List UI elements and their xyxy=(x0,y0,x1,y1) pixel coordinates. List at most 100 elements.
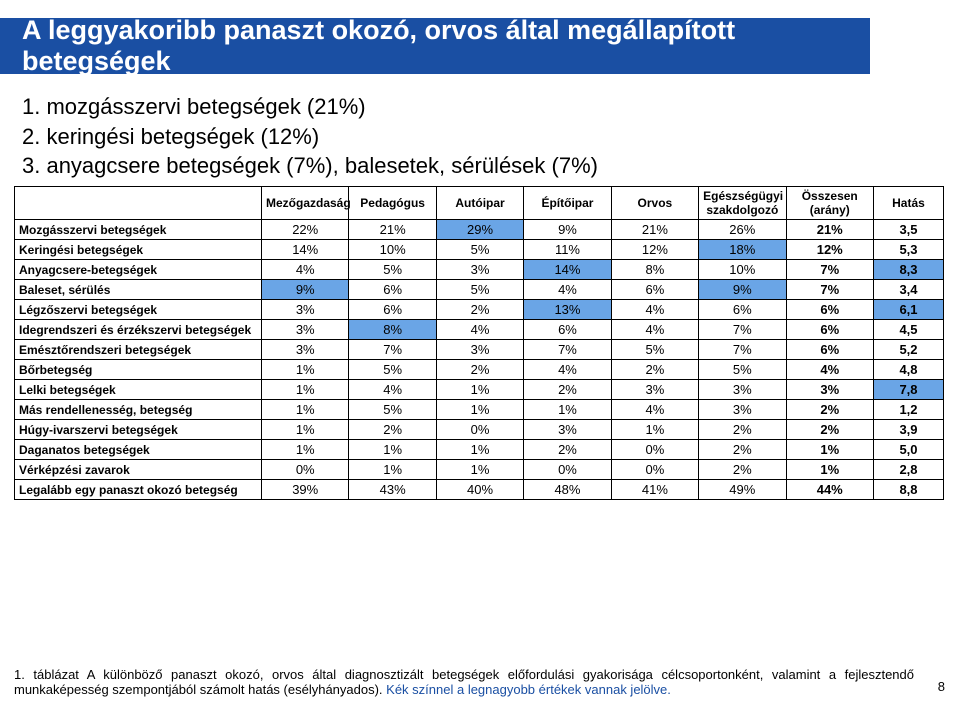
value-cell: 1% xyxy=(262,380,349,400)
value-cell: 5% xyxy=(436,240,523,260)
col-header: Hatás xyxy=(873,187,943,220)
value-cell: 2% xyxy=(436,360,523,380)
value-cell: 6% xyxy=(349,300,436,320)
value-cell: 6% xyxy=(611,280,698,300)
value-cell: 7% xyxy=(349,340,436,360)
row-label: Húgy-ivarszervi betegségek xyxy=(15,420,262,440)
value-cell: 1% xyxy=(349,460,436,480)
title-band: A leggyakoribb panaszt okozó, orvos álta… xyxy=(0,18,870,74)
row-label: Baleset, sérülés xyxy=(15,280,262,300)
value-cell: 3% xyxy=(611,380,698,400)
col-header: Egészségügyiszakdolgozó xyxy=(699,187,786,220)
page-number: 8 xyxy=(938,679,945,694)
col-header: Pedagógus xyxy=(349,187,436,220)
value-cell: 26% xyxy=(699,220,786,240)
value-cell: 5% xyxy=(349,400,436,420)
value-cell: 4% xyxy=(611,400,698,420)
col-header: Orvos xyxy=(611,187,698,220)
table-row: Keringési betegségek14%10%5%11%12%18%12%… xyxy=(15,240,944,260)
value-cell: 2% xyxy=(699,440,786,460)
total-cell: 21% xyxy=(786,220,873,240)
value-cell: 6% xyxy=(349,280,436,300)
hatas-cell: 4,8 xyxy=(873,360,943,380)
value-cell: 4% xyxy=(611,300,698,320)
subtitle-line-1: 1. mozgásszervi betegségek (21%) xyxy=(22,92,598,122)
table-row: Mozgásszervi betegségek22%21%29%9%21%26%… xyxy=(15,220,944,240)
row-label: Bőrbetegség xyxy=(15,360,262,380)
hatas-cell: 2,8 xyxy=(873,460,943,480)
value-cell: 18% xyxy=(699,240,786,260)
table-row: Baleset, sérülés9%6%5%4%6%9%7%3,4 xyxy=(15,280,944,300)
hatas-cell: 3,5 xyxy=(873,220,943,240)
value-cell: 12% xyxy=(611,240,698,260)
footnote-blue: Kék színnel a legnagyobb értékek vannak … xyxy=(386,682,671,697)
hatas-cell: 5,3 xyxy=(873,240,943,260)
hatas-cell: 4,5 xyxy=(873,320,943,340)
total-cell: 12% xyxy=(786,240,873,260)
hatas-cell: 5,0 xyxy=(873,440,943,460)
value-cell: 10% xyxy=(349,240,436,260)
value-cell: 14% xyxy=(524,260,611,280)
value-cell: 22% xyxy=(262,220,349,240)
row-label: Emésztőrendszeri betegségek xyxy=(15,340,262,360)
hatas-cell: 3,4 xyxy=(873,280,943,300)
total-cell: 6% xyxy=(786,340,873,360)
value-cell: 6% xyxy=(524,320,611,340)
total-cell: 2% xyxy=(786,420,873,440)
table-row: Legalább egy panaszt okozó betegség39%43… xyxy=(15,480,944,500)
slide: A leggyakoribb panaszt okozó, orvos álta… xyxy=(0,0,959,708)
col-header: Építőipar xyxy=(524,187,611,220)
value-cell: 1% xyxy=(436,440,523,460)
value-cell: 5% xyxy=(349,260,436,280)
value-cell: 48% xyxy=(524,480,611,500)
data-table: MezőgazdaságPedagógusAutóiparÉpítőiparOr… xyxy=(14,186,944,500)
row-label: Idegrendszeri és érzékszervi betegségek xyxy=(15,320,262,340)
value-cell: 43% xyxy=(349,480,436,500)
value-cell: 1% xyxy=(436,380,523,400)
row-label: Legalább egy panaszt okozó betegség xyxy=(15,480,262,500)
value-cell: 2% xyxy=(699,460,786,480)
value-cell: 21% xyxy=(611,220,698,240)
value-cell: 4% xyxy=(524,280,611,300)
value-cell: 4% xyxy=(349,380,436,400)
hatas-cell: 8,3 xyxy=(873,260,943,280)
row-label: Lelki betegségek xyxy=(15,380,262,400)
total-cell: 1% xyxy=(786,440,873,460)
hatas-cell: 3,9 xyxy=(873,420,943,440)
value-cell: 29% xyxy=(436,220,523,240)
row-label: Vérképzési zavarok xyxy=(15,460,262,480)
title-text: A leggyakoribb panaszt okozó, orvos álta… xyxy=(22,15,870,77)
row-label: Anyagcsere-betegségek xyxy=(15,260,262,280)
value-cell: 3% xyxy=(699,400,786,420)
row-label: Mozgásszervi betegségek xyxy=(15,220,262,240)
value-cell: 1% xyxy=(262,420,349,440)
table-row: Más rendellenesség, betegség1%5%1%1%4%3%… xyxy=(15,400,944,420)
subtitle-block: 1. mozgásszervi betegségek (21%) 2. keri… xyxy=(22,92,598,181)
total-cell: 4% xyxy=(786,360,873,380)
row-label: Keringési betegségek xyxy=(15,240,262,260)
value-cell: 1% xyxy=(262,440,349,460)
value-cell: 3% xyxy=(262,340,349,360)
table-row: Légzőszervi betegségek3%6%2%13%4%6%6%6,1 xyxy=(15,300,944,320)
value-cell: 3% xyxy=(436,260,523,280)
value-cell: 7% xyxy=(524,340,611,360)
value-cell: 1% xyxy=(436,400,523,420)
hatas-cell: 7,8 xyxy=(873,380,943,400)
value-cell: 5% xyxy=(699,360,786,380)
value-cell: 2% xyxy=(699,420,786,440)
value-cell: 2% xyxy=(436,300,523,320)
value-cell: 5% xyxy=(349,360,436,380)
value-cell: 2% xyxy=(349,420,436,440)
total-cell: 6% xyxy=(786,300,873,320)
hatas-cell: 1,2 xyxy=(873,400,943,420)
total-cell: 2% xyxy=(786,400,873,420)
table-row: Vérképzési zavarok0%1%1%0%0%2%1%2,8 xyxy=(15,460,944,480)
value-cell: 3% xyxy=(699,380,786,400)
value-cell: 4% xyxy=(611,320,698,340)
row-label: Daganatos betegségek xyxy=(15,440,262,460)
total-cell: 6% xyxy=(786,320,873,340)
value-cell: 0% xyxy=(611,460,698,480)
value-cell: 3% xyxy=(436,340,523,360)
table-row: Idegrendszeri és érzékszervi betegségek3… xyxy=(15,320,944,340)
table-row: Daganatos betegségek1%1%1%2%0%2%1%5,0 xyxy=(15,440,944,460)
